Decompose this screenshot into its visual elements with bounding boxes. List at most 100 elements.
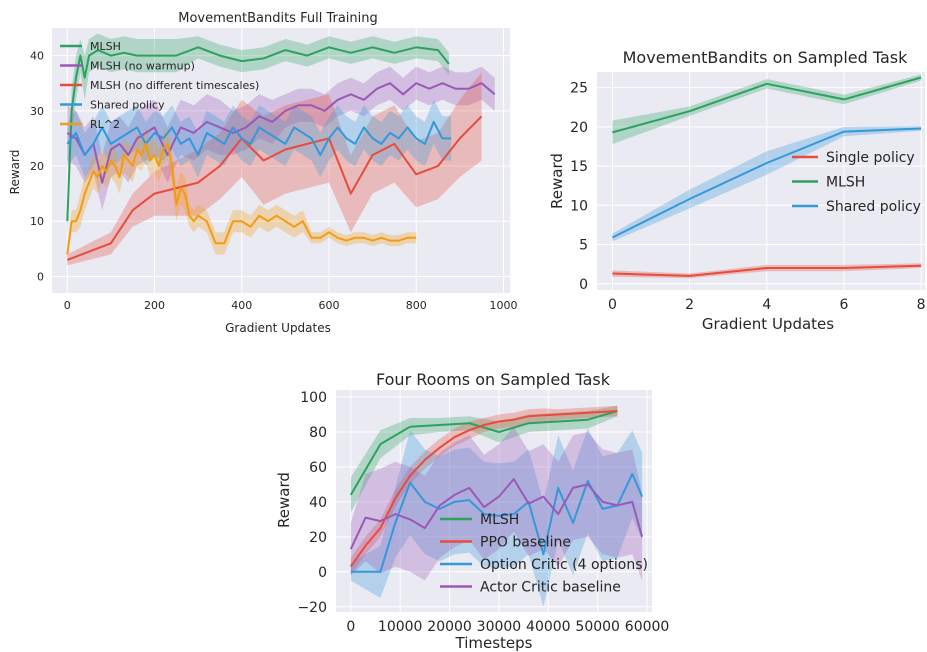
y-tick-label: 25 bbox=[570, 81, 588, 97]
band-ppo-baseline bbox=[350, 405, 618, 576]
series-lines bbox=[611, 76, 922, 277]
band-shared-policy bbox=[67, 99, 452, 178]
legend-item-rl-2: RL^2 bbox=[60, 118, 120, 131]
series-line-mlsh-no-different-timescales bbox=[66, 115, 483, 261]
x-tick-label: 4 bbox=[762, 297, 771, 313]
band-rl-2 bbox=[67, 127, 417, 260]
y-tick-label: 20 bbox=[30, 160, 44, 173]
gridlines bbox=[52, 28, 510, 293]
legend-item-mlsh-no-warmup: MLSH (no warmup) bbox=[60, 59, 195, 72]
legend: MLSH PPO baseline Option Critic (4 options… bbox=[440, 512, 648, 596]
y-axis-label: Reward bbox=[548, 153, 566, 209]
legend-item-mlsh-no-different-timescales: MLSH (no different timescales) bbox=[60, 79, 259, 92]
band-mlsh-no-different-timescales bbox=[67, 72, 482, 266]
x-tick-label: 50000 bbox=[575, 619, 620, 635]
x-tick-label: 40000 bbox=[526, 619, 571, 635]
chart-title: MovementBandits on Sampled Task bbox=[623, 48, 908, 67]
series-line-mlsh bbox=[349, 410, 618, 496]
y-tick-label: 30 bbox=[30, 105, 44, 118]
y-tick-label: 80 bbox=[309, 425, 327, 441]
y-tick-label: 15 bbox=[570, 159, 588, 175]
legend-item-mlsh: MLSH bbox=[792, 175, 865, 191]
y-tick-label: 0 bbox=[318, 565, 327, 581]
y-tick-label: 20 bbox=[309, 530, 327, 546]
legend-label: MLSH (no warmup) bbox=[90, 59, 195, 72]
chart-title: Four Rooms on Sampled Task bbox=[376, 370, 611, 389]
legend-item-ppo-baseline: PPO baseline bbox=[440, 535, 571, 551]
x-tick-label: 1000 bbox=[489, 299, 517, 312]
x-tick-label: 600 bbox=[318, 299, 339, 312]
series-line-shared-policy bbox=[66, 120, 452, 156]
x-tick-label: 800 bbox=[406, 299, 427, 312]
legend-item-actor-critic-baseline: Actor Critic baseline bbox=[440, 580, 621, 596]
legend: MLSH MLSH (no warmup) MLSH (no different t… bbox=[60, 40, 259, 131]
band-option-critic-4-options bbox=[350, 428, 643, 607]
series-lines bbox=[349, 410, 644, 573]
chart-four-rooms-sampled-task: 0 10000 20000 30000 40000 50000 60000 −20 0 20 40… bbox=[275, 370, 669, 652]
x-tick-label: 0 bbox=[346, 619, 355, 635]
band-actor-critic-baseline bbox=[350, 426, 643, 581]
legend-item-option-critic-4-options: Option Critic (4 options) bbox=[440, 557, 648, 573]
x-tick-label: 2 bbox=[685, 297, 694, 313]
chart-movementbandits-sampled-task: 0 2 4 6 8 0 5 10 15 20 25 MovementBandits on Samp… bbox=[548, 48, 926, 333]
series-line-single-policy bbox=[612, 264, 922, 277]
x-tick-label: 6 bbox=[840, 297, 849, 313]
legend-label: Actor Critic baseline bbox=[480, 580, 621, 596]
x-tick-label: 20000 bbox=[427, 619, 472, 635]
x-tick-label: 200 bbox=[144, 299, 165, 312]
y-tick-labels: 0 5 10 15 20 25 bbox=[570, 81, 588, 293]
y-tick-label: 100 bbox=[300, 390, 327, 406]
x-tick-label: 10000 bbox=[378, 619, 423, 635]
series-line-mlsh bbox=[612, 76, 922, 134]
legend-item-shared-policy: Shared policy bbox=[792, 199, 921, 215]
legend-item-mlsh: MLSH bbox=[60, 40, 121, 53]
series-line-mlsh bbox=[66, 46, 450, 222]
band-mlsh bbox=[612, 74, 922, 145]
x-tick-labels: 0 200 400 600 800 1000 bbox=[64, 299, 518, 312]
band-mlsh-no-warmup bbox=[67, 66, 495, 211]
x-tick-label: 60000 bbox=[625, 619, 670, 635]
series-line-option-critic-4-options bbox=[350, 472, 644, 573]
plot-area bbox=[597, 72, 925, 290]
y-tick-labels: 0 10 20 30 40 bbox=[30, 50, 44, 284]
x-tick-label: 0 bbox=[64, 299, 71, 312]
x-tick-label: 30000 bbox=[477, 619, 522, 635]
y-tick-label: 60 bbox=[309, 460, 327, 476]
series-line-ppo-baseline bbox=[349, 410, 618, 568]
x-tick-labels: 0 10000 20000 30000 40000 50000 60000 bbox=[346, 619, 669, 635]
legend: Single policy MLSH Shared policy bbox=[792, 150, 921, 215]
y-tick-label: 10 bbox=[30, 215, 44, 228]
y-tick-label: −20 bbox=[297, 600, 327, 616]
legend-label: Option Critic (4 options) bbox=[480, 557, 648, 573]
x-tick-label: 8 bbox=[917, 297, 926, 313]
y-tick-label: 20 bbox=[570, 120, 588, 136]
series-line-actor-critic-baseline bbox=[349, 478, 644, 550]
legend-item-mlsh: MLSH bbox=[440, 512, 519, 528]
legend-item-shared-policy: Shared policy bbox=[60, 98, 165, 111]
legend-label: MLSH bbox=[826, 175, 865, 191]
x-tick-labels: 0 2 4 6 8 bbox=[608, 297, 926, 313]
y-tick-label: 0 bbox=[37, 270, 44, 283]
legend-label: Shared policy bbox=[826, 199, 921, 215]
x-axis-label: Gradient Updates bbox=[225, 321, 331, 335]
x-tick-label: 400 bbox=[231, 299, 252, 312]
y-tick-label: 40 bbox=[309, 495, 327, 511]
chart-title: MovementBandits Full Training bbox=[178, 11, 378, 26]
series-line-rl-2 bbox=[66, 142, 417, 255]
y-axis-label: Reward bbox=[275, 472, 293, 528]
y-tick-label: 0 bbox=[579, 277, 588, 293]
x-tick-label: 0 bbox=[608, 297, 617, 313]
legend-label: MLSH bbox=[90, 40, 121, 53]
series-lines bbox=[66, 46, 496, 261]
y-tick-label: 10 bbox=[570, 198, 588, 214]
legend-label: MLSH bbox=[480, 512, 519, 528]
x-axis-label: Timesteps bbox=[455, 634, 533, 652]
y-tick-label: 5 bbox=[579, 238, 588, 254]
legend-label: RL^2 bbox=[90, 118, 120, 131]
legend-item-single-policy: Single policy bbox=[792, 150, 915, 166]
band-mlsh bbox=[350, 405, 618, 513]
y-axis-label: Reward bbox=[8, 150, 22, 195]
series-line-shared-policy bbox=[611, 127, 922, 239]
legend-label: MLSH (no different timescales) bbox=[90, 79, 259, 92]
